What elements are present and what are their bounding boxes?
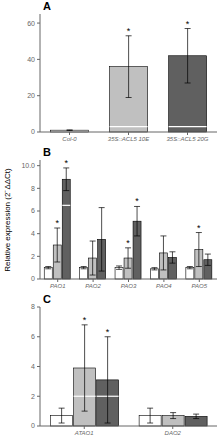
svg-text:*: * [55, 218, 59, 228]
svg-text:0: 0 [31, 128, 35, 135]
svg-text:PAO5: PAO5 [192, 283, 208, 289]
svg-text:40: 40 [27, 56, 35, 63]
svg-text:PAO2: PAO2 [85, 283, 101, 289]
svg-text:2: 2 [31, 393, 35, 400]
svg-text:35S::ACL5 10E: 35S::ACL5 10E [108, 136, 150, 142]
svg-text:ATAO1: ATAO1 [74, 430, 94, 436]
svg-text:8: 8 [31, 303, 35, 310]
svg-text:*: * [186, 19, 190, 29]
svg-text:60: 60 [27, 20, 35, 27]
svg-text:2: 2 [31, 253, 35, 260]
svg-text:PAO3: PAO3 [121, 283, 137, 289]
svg-text:35S::ACL5 20G: 35S::ACL5 20G [166, 136, 208, 142]
svg-text:8: 8 [31, 185, 35, 192]
svg-text:6: 6 [31, 207, 35, 214]
html-text:A: A [43, 0, 51, 12]
html-text:C: C [43, 293, 51, 305]
svg-text:*: * [106, 327, 110, 337]
svg-text:20: 20 [27, 92, 35, 99]
svg-text:0: 0 [31, 422, 35, 429]
svg-text:0: 0 [31, 275, 35, 282]
svg-text:*: * [127, 26, 131, 36]
svg-text:PAO4: PAO4 [156, 283, 172, 289]
svg-text:*: * [126, 238, 130, 248]
svg-text:*: * [135, 196, 139, 206]
svg-text:10.0: 10.0 [21, 162, 35, 169]
svg-text:4: 4 [31, 363, 35, 370]
svg-text:Col-0: Col-0 [62, 136, 77, 142]
svg-text:PAO1: PAO1 [50, 283, 66, 289]
svg-text:4: 4 [31, 230, 35, 237]
svg-text:6: 6 [31, 333, 35, 340]
html-text:B: B [43, 146, 51, 158]
svg-text:DAO2: DAO2 [165, 430, 182, 436]
svg-text:*: * [197, 223, 201, 233]
svg-text:*: * [64, 158, 68, 168]
svg-text:*: * [83, 315, 87, 325]
svg-text:Relative expression (2⁻ΔΔCt): Relative expression (2⁻ΔΔCt) [8, 168, 12, 272]
